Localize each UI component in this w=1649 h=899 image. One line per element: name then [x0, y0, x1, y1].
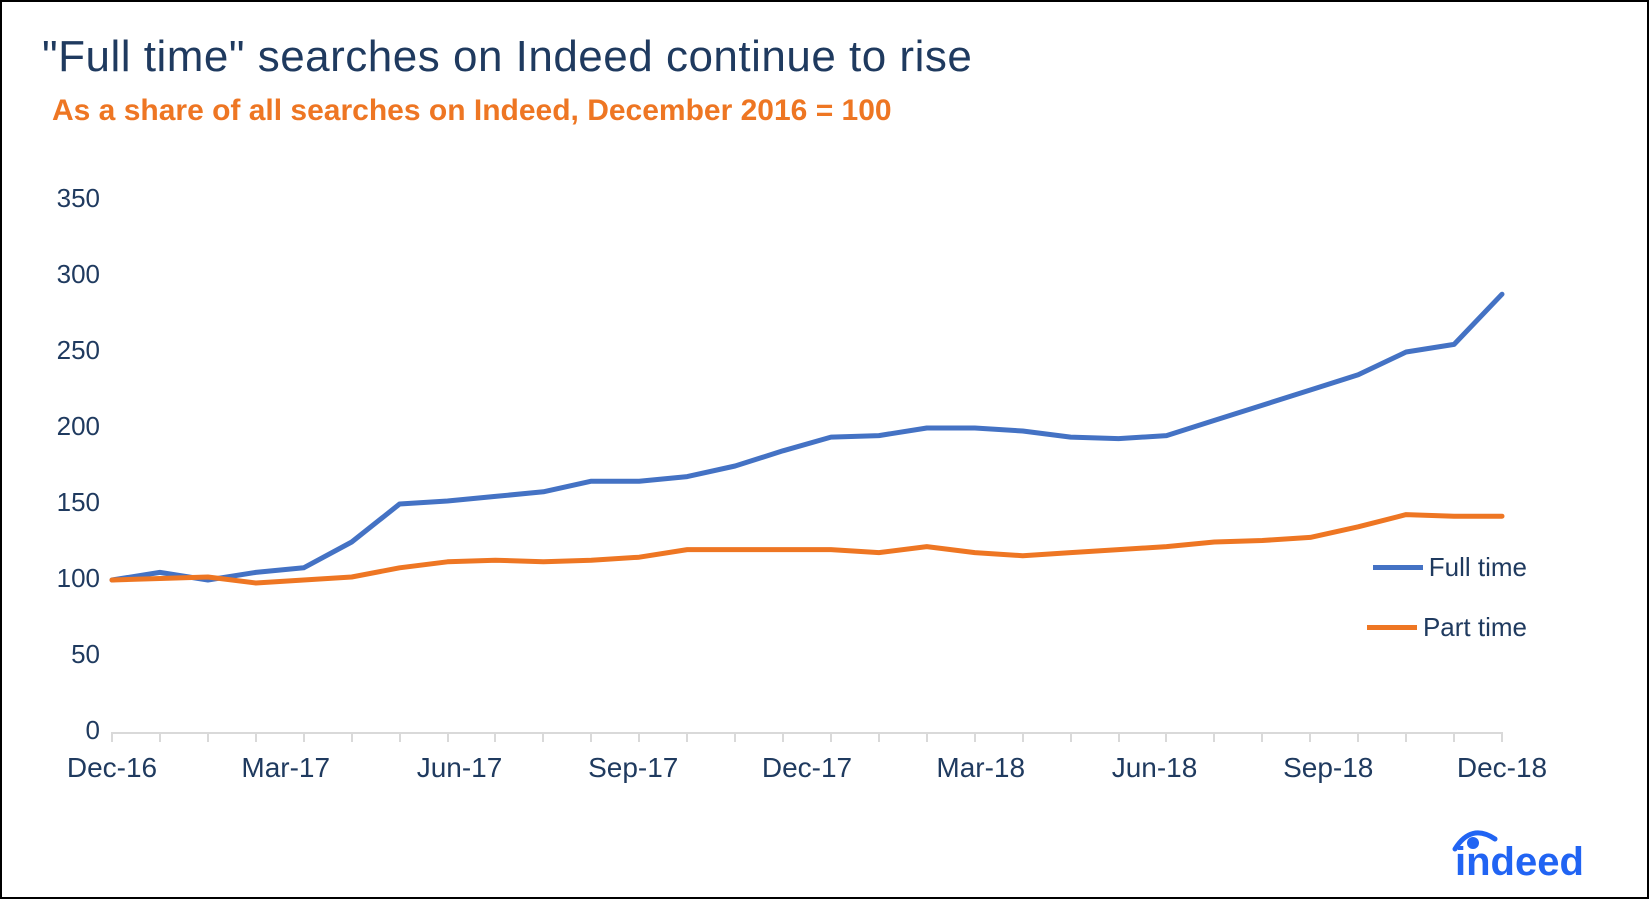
- x-tick-label: Jun-18: [1095, 752, 1215, 784]
- x-tick-mark: [207, 732, 209, 742]
- x-tick-mark: [590, 732, 592, 742]
- x-tick-mark: [1501, 732, 1503, 742]
- x-tick-mark: [638, 732, 640, 742]
- x-tick-mark: [926, 732, 928, 742]
- x-tick-mark: [1118, 732, 1120, 742]
- x-tick-mark: [1405, 732, 1407, 742]
- chart-frame: "Full time" searches on Indeed continue …: [0, 0, 1649, 899]
- indeed-logo: indeed: [1447, 827, 1617, 883]
- x-tick-mark: [1453, 732, 1455, 742]
- legend-label-full-time: Full time: [1429, 552, 1527, 583]
- x-tick-mark: [878, 732, 880, 742]
- y-tick-label: 250: [40, 335, 100, 366]
- y-tick-label: 200: [40, 411, 100, 442]
- x-tick-mark: [1261, 732, 1263, 742]
- chart-subtitle: As a share of all searches on Indeed, De…: [52, 94, 892, 128]
- x-tick-mark: [542, 732, 544, 742]
- x-tick-mark: [1022, 732, 1024, 742]
- x-tick-label: Dec-17: [747, 752, 867, 784]
- x-tick-mark: [447, 732, 449, 742]
- legend-swatch-part-time: [1367, 625, 1417, 630]
- x-tick-mark: [1070, 732, 1072, 742]
- logo-text: indeed: [1455, 840, 1584, 883]
- x-tick-mark: [782, 732, 784, 742]
- x-tick-label: Jun-17: [400, 752, 520, 784]
- x-axis-line: [112, 732, 1502, 734]
- x-tick-mark: [1165, 732, 1167, 742]
- plot-area: 050100150200250300350Dec-16Mar-17Jun-17S…: [112, 162, 1502, 732]
- legend-label-part-time: Part time: [1423, 612, 1527, 643]
- x-tick-mark: [159, 732, 161, 742]
- y-tick-label: 50: [40, 639, 100, 670]
- y-tick-label: 150: [40, 487, 100, 518]
- x-tick-mark: [1309, 732, 1311, 742]
- x-tick-label: Sep-17: [573, 752, 693, 784]
- x-tick-mark: [494, 732, 496, 742]
- x-tick-mark: [1213, 732, 1215, 742]
- chart-title: "Full time" searches on Indeed continue …: [42, 32, 972, 82]
- x-tick-mark: [111, 732, 113, 742]
- y-tick-label: 300: [40, 259, 100, 290]
- legend-swatch-full-time: [1373, 565, 1423, 570]
- x-tick-mark: [399, 732, 401, 742]
- x-tick-label: Dec-16: [52, 752, 172, 784]
- x-tick-mark: [351, 732, 353, 742]
- x-tick-mark: [1357, 732, 1359, 742]
- x-tick-mark: [830, 732, 832, 742]
- line-series-layer: [112, 162, 1502, 732]
- legend-item-full-time: Full time: [1373, 552, 1527, 583]
- x-tick-label: Mar-18: [921, 752, 1041, 784]
- x-tick-mark: [734, 732, 736, 742]
- y-tick-label: 350: [40, 183, 100, 214]
- x-tick-label: Sep-18: [1268, 752, 1388, 784]
- x-tick-mark: [255, 732, 257, 742]
- x-tick-label: Mar-17: [226, 752, 346, 784]
- x-tick-mark: [303, 732, 305, 742]
- series-line-part-time: [112, 515, 1502, 583]
- y-tick-label: 0: [40, 715, 100, 746]
- y-tick-label: 100: [40, 563, 100, 594]
- x-tick-label: Dec-18: [1442, 752, 1562, 784]
- x-tick-mark: [974, 732, 976, 742]
- x-tick-mark: [686, 732, 688, 742]
- legend-item-part-time: Part time: [1367, 612, 1527, 643]
